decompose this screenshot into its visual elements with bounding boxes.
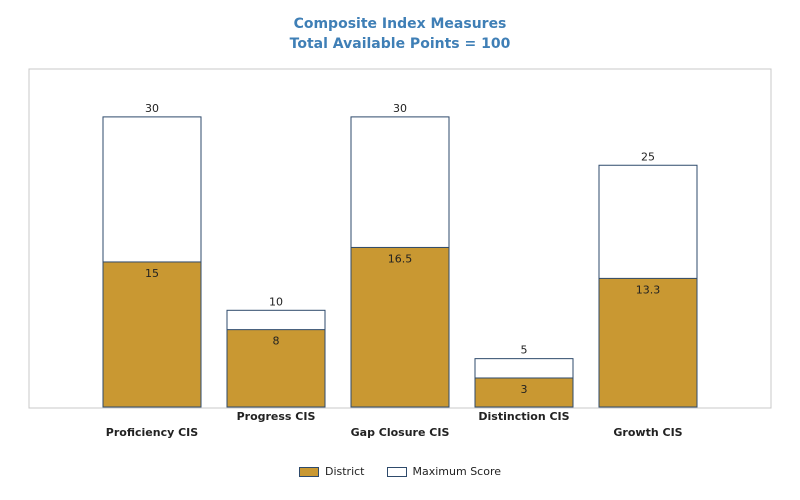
x-tick-label-proficiency-cis: Proficiency CIS	[106, 426, 198, 439]
x-tick-label-growth-cis: Growth CIS	[613, 426, 682, 439]
bar-district-gap-closure-cis	[350, 246, 450, 408]
chart-title: Composite Index Measures	[293, 16, 507, 32]
chart-subtitle: Total Available Points = 100	[289, 36, 511, 52]
x-tick-label-gap-closure-cis: Gap Closure CIS	[351, 426, 450, 439]
data-label-district-growth-cis: 13.3	[636, 283, 661, 296]
bars-layer	[102, 116, 698, 408]
data-label-maximum-score-distinction-cis: 5	[521, 344, 528, 357]
legend-label-maximum-score: Maximum Score	[412, 465, 502, 478]
legend-label-district: District	[324, 465, 365, 478]
labels-layer: 30 15 Proficiency CIS 10 8 Progress CIS 30 16.5…	[106, 102, 683, 439]
data-label-maximum-score-growth-cis: 25	[641, 150, 655, 163]
data-label-maximum-score-progress-cis: 10	[269, 295, 283, 308]
x-tick-label-distinction-cis: Distinction CIS	[478, 410, 569, 423]
bar-district-proficiency-cis	[102, 261, 202, 408]
x-tick-label-progress-cis: Progress CIS	[237, 410, 316, 423]
data-label-maximum-score-proficiency-cis: 30	[145, 102, 159, 115]
data-label-district-proficiency-cis: 15	[145, 267, 159, 280]
legend-item-district: District	[298, 465, 365, 478]
bar-district-distinction-cis	[474, 377, 574, 408]
legend-swatch-maximum-score	[386, 466, 407, 477]
data-label-district-progress-cis: 8	[273, 335, 280, 348]
data-label-district-distinction-cis: 3	[521, 383, 528, 396]
data-label-district-gap-closure-cis: 16.5	[388, 252, 413, 265]
legend-swatch-district	[298, 466, 319, 477]
bar-district-growth-cis	[598, 277, 698, 408]
data-label-maximum-score-gap-closure-cis: 30	[393, 102, 407, 115]
legend: District Maximum Score	[0, 465, 800, 478]
bar-district-progress-cis	[226, 329, 326, 408]
legend-item-maximum-score: Maximum Score	[386, 465, 502, 478]
